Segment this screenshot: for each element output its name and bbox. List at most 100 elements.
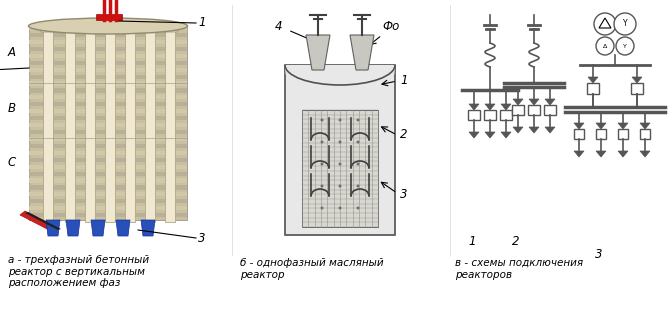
Polygon shape [25,212,61,230]
Polygon shape [29,61,187,65]
Polygon shape [29,88,187,93]
Polygon shape [350,35,374,70]
Polygon shape [38,24,58,32]
Polygon shape [116,220,130,236]
Polygon shape [29,213,187,217]
Polygon shape [145,24,155,222]
Polygon shape [66,220,80,236]
Text: 1: 1 [198,17,206,30]
Polygon shape [512,105,524,115]
Polygon shape [29,206,187,210]
Polygon shape [160,24,180,32]
Circle shape [321,185,323,188]
Polygon shape [140,24,160,32]
Polygon shape [485,104,495,110]
Circle shape [594,13,616,35]
Polygon shape [302,110,378,227]
Polygon shape [618,129,628,139]
Polygon shape [29,26,187,30]
Wedge shape [285,65,395,120]
Text: 1: 1 [400,73,407,87]
Polygon shape [285,65,395,235]
Polygon shape [574,129,584,139]
Polygon shape [29,165,187,169]
Polygon shape [29,26,187,220]
Text: 3: 3 [198,231,206,244]
Circle shape [339,140,341,143]
Polygon shape [29,40,187,44]
Polygon shape [29,158,187,162]
Polygon shape [29,123,187,127]
Polygon shape [29,178,187,183]
Polygon shape [29,95,187,100]
Polygon shape [596,151,606,157]
Polygon shape [640,151,650,157]
Polygon shape [29,151,187,155]
Circle shape [321,140,323,143]
Circle shape [339,207,341,209]
Polygon shape [544,105,556,115]
Polygon shape [29,185,187,190]
Polygon shape [80,24,100,32]
Polygon shape [29,81,187,86]
Polygon shape [306,35,330,70]
Polygon shape [528,105,540,115]
Polygon shape [640,129,650,139]
Polygon shape [545,99,555,105]
Polygon shape [574,151,584,157]
Polygon shape [29,47,187,51]
Polygon shape [574,123,584,129]
Polygon shape [501,132,511,138]
Circle shape [339,162,341,165]
Circle shape [357,185,360,188]
Polygon shape [632,77,642,83]
Polygon shape [29,137,187,141]
Polygon shape [85,24,95,222]
Text: 1: 1 [468,235,476,248]
Polygon shape [501,104,511,110]
Polygon shape [105,24,115,222]
Polygon shape [46,220,60,236]
Circle shape [357,119,360,122]
Polygon shape [91,220,105,236]
Text: в - схемы подключения
реакторов: в - схемы подключения реакторов [455,258,583,280]
Polygon shape [29,199,187,204]
Polygon shape [43,24,53,222]
Polygon shape [640,123,650,129]
Polygon shape [484,110,496,120]
Circle shape [614,13,636,35]
Polygon shape [29,109,187,113]
Polygon shape [631,83,643,94]
Polygon shape [513,127,523,133]
Polygon shape [29,144,187,148]
Polygon shape [65,24,75,222]
Text: Фо: Фо [382,21,399,34]
Polygon shape [500,110,512,120]
Text: Δ: Δ [603,43,607,48]
Polygon shape [469,104,479,110]
Text: Y: Y [623,20,628,29]
Polygon shape [29,68,187,72]
Polygon shape [96,14,122,20]
Text: 2: 2 [512,235,519,248]
Polygon shape [120,24,140,32]
Polygon shape [29,102,187,106]
Polygon shape [529,127,539,133]
Circle shape [357,162,360,165]
Polygon shape [29,33,187,37]
Polygon shape [596,123,606,129]
Circle shape [616,37,634,55]
Polygon shape [587,83,599,94]
Circle shape [357,207,360,209]
Circle shape [321,207,323,209]
Polygon shape [141,220,155,236]
Text: А: А [8,46,16,59]
Polygon shape [29,192,187,197]
Circle shape [357,140,360,143]
Polygon shape [618,123,628,129]
Text: 4: 4 [275,21,282,34]
Text: а - трехфазный бетонный
реактор с вертикальным
расположением фаз: а - трехфазный бетонный реактор с вертик… [8,255,149,288]
Polygon shape [29,130,187,134]
Circle shape [596,37,614,55]
Text: Y: Y [623,43,627,48]
